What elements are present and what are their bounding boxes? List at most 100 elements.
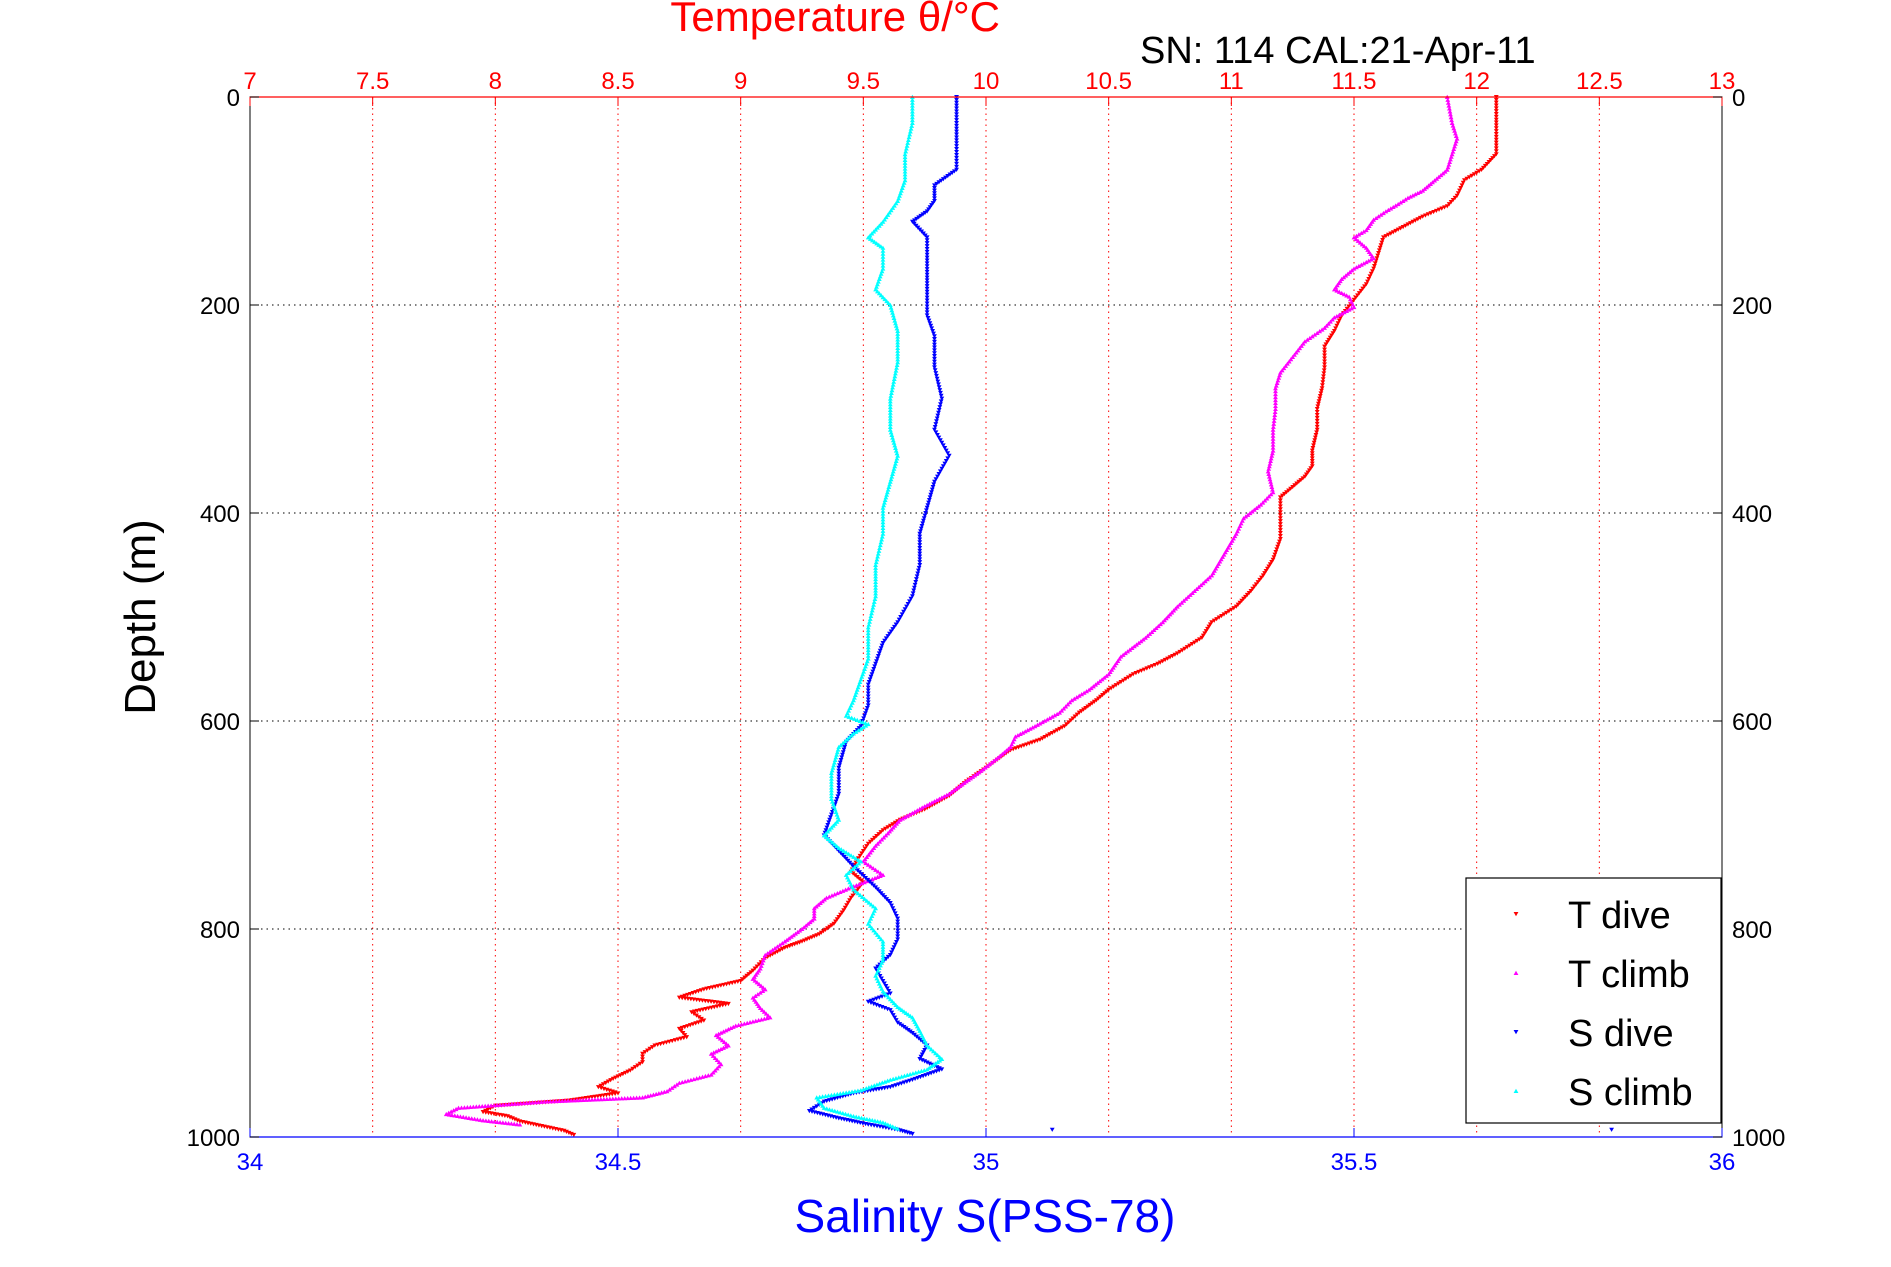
data-point bbox=[945, 456, 951, 461]
data-point bbox=[1226, 609, 1232, 614]
data-point bbox=[1155, 623, 1161, 629]
data-point bbox=[500, 1102, 506, 1107]
data-point bbox=[718, 1030, 724, 1035]
data-point bbox=[805, 921, 811, 926]
data-point bbox=[880, 522, 886, 528]
data-point bbox=[1354, 233, 1359, 238]
data-point bbox=[1309, 451, 1315, 456]
data-point bbox=[869, 1084, 874, 1089]
data-point bbox=[1448, 157, 1453, 162]
data-point bbox=[1273, 383, 1279, 388]
data-point bbox=[714, 1066, 720, 1071]
data-point bbox=[1368, 257, 1374, 262]
data-point bbox=[1253, 582, 1259, 587]
data-point bbox=[825, 926, 830, 931]
data-point bbox=[1111, 684, 1116, 689]
data-point bbox=[1179, 648, 1185, 653]
data-point bbox=[1319, 327, 1325, 332]
data-point bbox=[1196, 584, 1202, 590]
data-point bbox=[1493, 137, 1499, 142]
left-axis-tick-label: 400 bbox=[200, 501, 240, 528]
data-point bbox=[1302, 339, 1308, 344]
data-point bbox=[1158, 621, 1163, 627]
data-point bbox=[1270, 439, 1276, 444]
data-point bbox=[1270, 424, 1276, 429]
data-point bbox=[1345, 271, 1351, 276]
outlier-point bbox=[1609, 1127, 1614, 1132]
data-point bbox=[841, 908, 847, 913]
data-point bbox=[1187, 592, 1193, 597]
data-point bbox=[851, 887, 856, 892]
data-point bbox=[1177, 649, 1183, 655]
data-point bbox=[839, 755, 845, 760]
data-point bbox=[811, 916, 817, 921]
data-point bbox=[937, 405, 943, 410]
data-point bbox=[1322, 353, 1327, 358]
data-point bbox=[775, 944, 780, 949]
data-point bbox=[954, 115, 959, 120]
data-point bbox=[905, 813, 910, 818]
y-axis-label: Depth (m) bbox=[116, 519, 165, 715]
data-point bbox=[1420, 188, 1426, 193]
data-point bbox=[882, 638, 887, 643]
data-point bbox=[938, 178, 944, 183]
data-point bbox=[834, 917, 840, 922]
data-point bbox=[943, 448, 949, 453]
data-point bbox=[640, 1054, 645, 1059]
data-point bbox=[1388, 231, 1394, 236]
data-point bbox=[598, 1097, 604, 1102]
data-point bbox=[882, 500, 887, 505]
data-point bbox=[1247, 510, 1253, 516]
data-point bbox=[924, 289, 930, 294]
data-point bbox=[954, 138, 959, 143]
data-point bbox=[878, 540, 884, 545]
data-point bbox=[1089, 701, 1095, 706]
data-point bbox=[953, 786, 959, 792]
top-axis-tick-label: 7 bbox=[243, 68, 256, 95]
data-point bbox=[1464, 176, 1470, 181]
data-point bbox=[672, 1084, 677, 1089]
data-point bbox=[506, 1121, 511, 1126]
data-point bbox=[1395, 201, 1401, 207]
data-point bbox=[887, 1008, 893, 1013]
data-point bbox=[1199, 635, 1205, 640]
data-point bbox=[1270, 433, 1276, 438]
data-point bbox=[865, 694, 871, 699]
data-point bbox=[472, 1116, 477, 1121]
data-point bbox=[589, 1097, 595, 1102]
data-point bbox=[1278, 537, 1283, 542]
data-point bbox=[893, 445, 898, 450]
data-point bbox=[937, 469, 943, 474]
data-point bbox=[932, 427, 937, 432]
data-point bbox=[777, 942, 783, 947]
data-point bbox=[865, 721, 871, 727]
data-point bbox=[910, 810, 915, 816]
data-point bbox=[1349, 268, 1355, 273]
data-point bbox=[1449, 152, 1455, 157]
data-point bbox=[625, 1095, 631, 1101]
data-point bbox=[879, 537, 885, 542]
data-point bbox=[888, 477, 894, 482]
data-point bbox=[924, 241, 930, 246]
data-point bbox=[618, 1073, 623, 1078]
data-point bbox=[927, 495, 933, 500]
data-point bbox=[834, 797, 840, 802]
data-point bbox=[895, 1020, 901, 1025]
data-point bbox=[935, 379, 941, 384]
data-point bbox=[524, 1100, 530, 1105]
data-point bbox=[836, 771, 842, 776]
data-point bbox=[859, 851, 865, 856]
data-point bbox=[1436, 207, 1442, 212]
data-point bbox=[631, 1095, 637, 1100]
data-point bbox=[497, 1102, 503, 1107]
data-point bbox=[1493, 103, 1499, 108]
data-point bbox=[1203, 629, 1209, 634]
data-point bbox=[869, 608, 875, 613]
data-point bbox=[936, 180, 942, 185]
data-point bbox=[1209, 620, 1215, 625]
data-point bbox=[1447, 106, 1452, 111]
data-point bbox=[1255, 580, 1261, 585]
data-point bbox=[1372, 264, 1377, 269]
data-point bbox=[713, 1049, 719, 1054]
data-point bbox=[916, 568, 921, 573]
